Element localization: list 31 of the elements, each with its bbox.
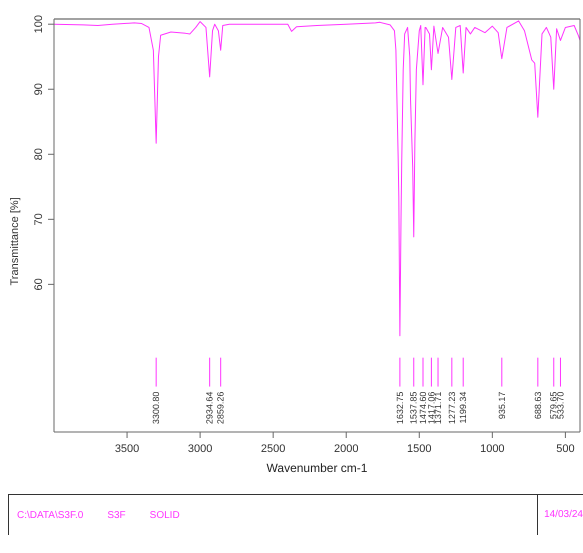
ref-line-label: 1537.85 [408, 392, 419, 424]
ref-line-label: 1199.34 [458, 392, 468, 424]
ref-line-label: 1277.23 [446, 392, 457, 424]
ref-line-label: 3300.80 [151, 392, 162, 424]
ref-line-label: 1371.71 [433, 392, 444, 424]
ref-line-label: 1632.75 [394, 392, 405, 424]
x-tick-label: 2000 [334, 443, 358, 455]
ref-line-label: 688.63 [532, 392, 543, 420]
y-axis-title: Transmittance [%] [8, 197, 21, 286]
text: SOLID [150, 510, 180, 520]
text: C:\DATA\S3F.0 [17, 510, 84, 520]
x-tick-label: 2500 [260, 443, 286, 455]
text: 14/03/24 [537, 495, 583, 535]
ref-line-label: 1474.60 [418, 392, 428, 424]
ref-line-label: 2859.26 [216, 392, 226, 424]
ref-line-label: 533.70 [555, 392, 566, 420]
y-tick-label: 90 [33, 83, 45, 96]
y-tick-label: 60 [33, 278, 45, 290]
ref-line-label: 935.17 [496, 392, 507, 420]
y-tick-label: 100 [33, 15, 45, 34]
x-tick-label: 1500 [407, 443, 432, 455]
x-tick-label: 500 [556, 443, 575, 455]
text: S3F [107, 510, 126, 520]
x-tick-label: 3500 [114, 443, 140, 455]
ref-line-label: 2934.64 [204, 392, 215, 424]
x-axis-title: Wavenumber cm-1 [266, 461, 368, 475]
x-tick-label: 1000 [480, 443, 505, 455]
y-tick-label: 80 [33, 148, 45, 160]
line-series [54, 20, 580, 336]
x-tick-label: 3000 [188, 443, 212, 455]
y-tick-label: 70 [33, 213, 45, 226]
